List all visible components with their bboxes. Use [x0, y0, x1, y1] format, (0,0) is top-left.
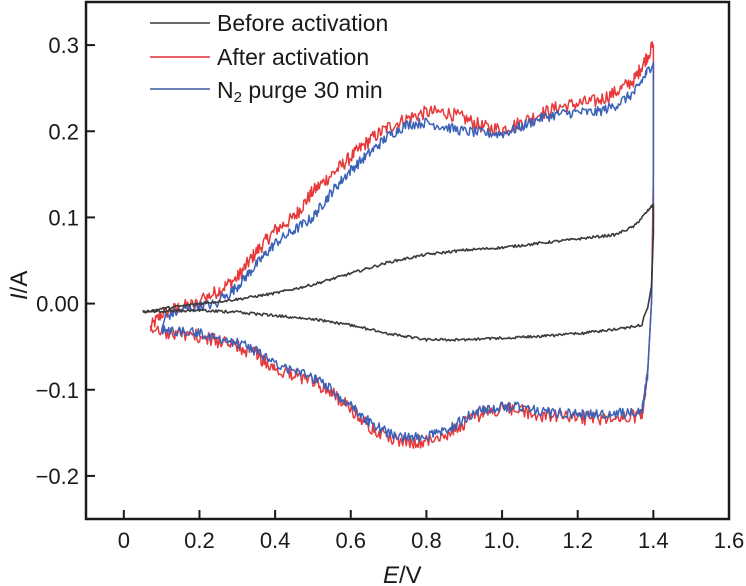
x-tick-label: 1.6 — [714, 528, 745, 553]
series-line-n2-purge — [160, 61, 655, 443]
legend: Before activation After activation N2 pu… — [150, 10, 388, 106]
x-axis-title-var: E — [383, 562, 400, 586]
y-tick-label: 0.2 — [48, 119, 79, 144]
legend-label-n2-rest: purge 30 min — [242, 77, 383, 103]
x-tick-label: 0.6 — [335, 528, 366, 553]
y-axis-ticks: 0.3 0.2 0.1 0.00 −0.1 −0.2 — [36, 33, 95, 489]
y-tick-label: 0.1 — [48, 205, 79, 230]
y-tick-label: 0.00 — [36, 292, 79, 317]
x-tick-label: 1.0. — [484, 528, 521, 553]
x-tick-label: 1.4 — [638, 528, 669, 553]
x-axis-title: E/V — [383, 562, 422, 586]
y-tick-label: −0.2 — [36, 464, 79, 489]
legend-label-before: Before activation — [217, 10, 388, 36]
x-tick-label: 0 — [118, 528, 130, 553]
series-layer — [142, 41, 655, 449]
x-tick-label: 0.8 — [411, 528, 442, 553]
x-axis-ticks: 0 0.2 0.4 0.6 0.8 1.0. 1.2 1.4 1.6 — [118, 510, 745, 553]
y-axis-title-unit: /A — [6, 271, 33, 294]
legend-label-after: After activation — [217, 44, 369, 70]
legend-label-n2: N2 purge 30 min — [217, 77, 383, 106]
y-tick-label: 0.3 — [48, 33, 79, 58]
x-tick-label: 0.4 — [260, 528, 291, 553]
legend-label-n2-main: N — [217, 77, 234, 103]
x-axis-title-unit: /V — [399, 562, 422, 586]
plot-frame — [84, 0, 731, 521]
x-tick-label: 1.2 — [562, 528, 593, 553]
y-tick-label: −0.1 — [36, 378, 79, 403]
y-axis-title-var: I — [6, 293, 33, 300]
legend-label-n2-sub: 2 — [234, 89, 242, 106]
series-line-before-activation — [142, 203, 655, 342]
y-axis-title: I/A — [6, 271, 33, 300]
x-tick-label: 0.2 — [184, 528, 215, 553]
